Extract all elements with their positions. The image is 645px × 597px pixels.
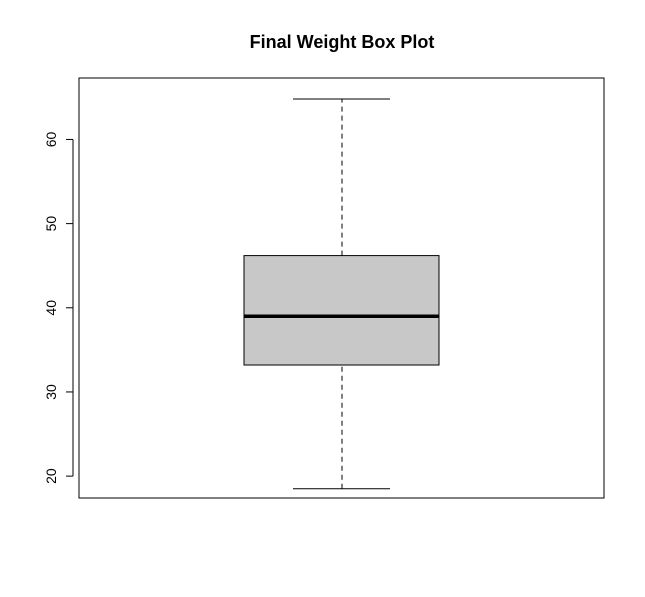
y-tick-label-40: 40 bbox=[43, 300, 59, 316]
plot-frame bbox=[78, 77, 605, 499]
y-tick-label-20: 20 bbox=[43, 468, 59, 484]
iqr-box bbox=[243, 255, 440, 366]
y-axis: 20 30 40 50 60 bbox=[43, 131, 74, 484]
box-plot bbox=[243, 98, 440, 490]
y-tick-label-50: 50 bbox=[43, 216, 59, 232]
y-tick-label-60: 60 bbox=[43, 131, 59, 147]
chart-title: Final Weight Box Plot bbox=[250, 32, 435, 52]
y-tick-label-30: 30 bbox=[43, 384, 59, 400]
